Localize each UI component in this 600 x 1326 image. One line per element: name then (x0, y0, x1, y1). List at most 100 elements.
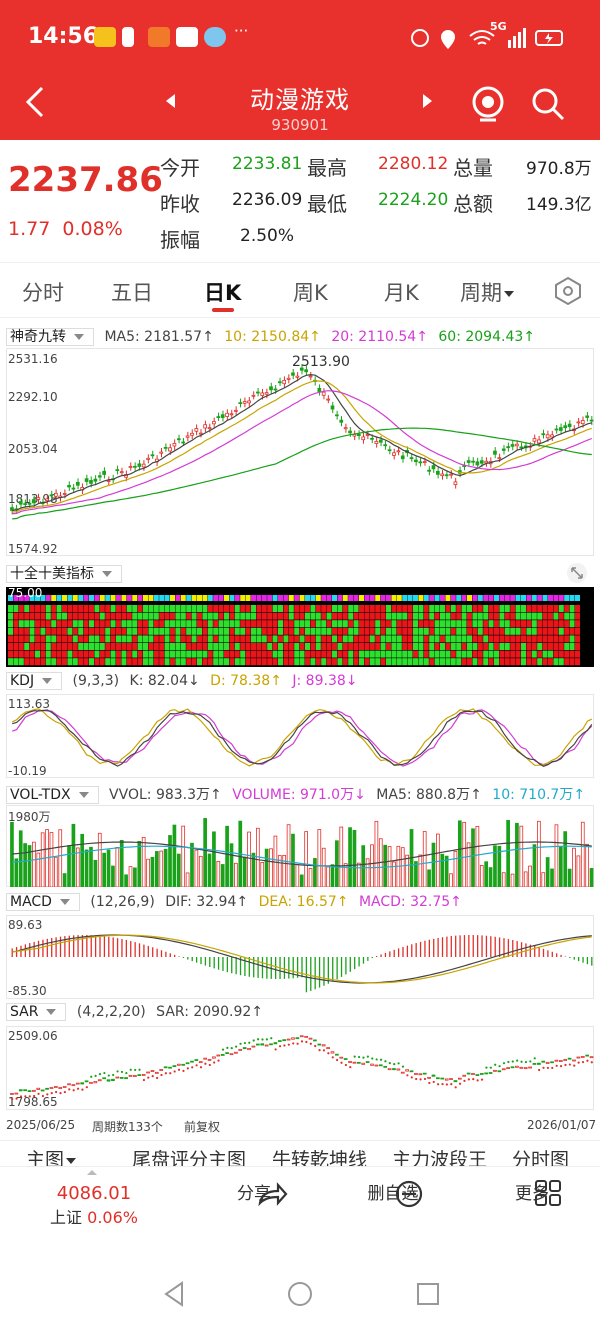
heatmap-cell (494, 612, 499, 620)
sar-candle (550, 1061, 554, 1064)
volume-bar (537, 820, 541, 887)
tab-intraday[interactable]: 分时 (22, 281, 64, 305)
sar-dot (485, 1066, 488, 1069)
vol-selector[interactable]: VOL-TDX (6, 786, 99, 804)
subtab-bull-line[interactable]: 牛转乾坤线 (272, 1149, 368, 1166)
tab-period[interactable]: 周期 (460, 277, 514, 307)
expand-up-icon[interactable] (84, 1167, 100, 1177)
sar-dot (511, 1060, 514, 1063)
sar-candle (576, 1056, 581, 1059)
heatmap-cell (391, 643, 397, 650)
sar-candle (194, 1059, 199, 1061)
heatmap-top-cell (45, 595, 51, 601)
heatmap-cell (305, 650, 310, 658)
system-home-icon[interactable] (286, 1280, 314, 1308)
heatmap-cell (110, 627, 116, 635)
tab-weekly-k[interactable]: 周K (293, 281, 328, 305)
heatmap-top-cell (288, 595, 294, 601)
remove-watchlist-button[interactable]: 删自选 (360, 1179, 426, 1208)
index-quote[interactable]: 4086.01 上证 0.06% (44, 1183, 144, 1228)
heatmap-cell (89, 627, 94, 635)
heatmap-top-cell (456, 595, 462, 601)
heatmap-cell (261, 605, 267, 612)
tab-five-day[interactable]: 五日 (111, 281, 153, 305)
adjust-mode[interactable]: 前复权 (184, 1120, 221, 1134)
heatmap-cell (429, 627, 435, 635)
heatmap-cell (348, 620, 354, 628)
heatmap-cell (569, 620, 575, 628)
more-button[interactable]: 更多 (500, 1179, 564, 1206)
share-button[interactable]: 分享 (222, 1179, 288, 1207)
tab-monthly-k[interactable]: 月K (384, 281, 419, 305)
volume-bar (299, 874, 304, 887)
ten-panel-legend: 十全十美指标 (6, 563, 128, 583)
kdj-selector[interactable]: KDJ (6, 672, 63, 690)
heatmap-cell (353, 658, 359, 666)
ten-indicator-selector[interactable]: 十全十美指标 (6, 565, 122, 583)
indicator-selector[interactable]: 神奇九转 (6, 328, 94, 346)
system-recents-icon[interactable] (414, 1280, 442, 1308)
kdj-panel[interactable] (6, 694, 594, 778)
volume-bar (479, 865, 484, 887)
heatmap-cell (24, 635, 30, 643)
next-stock-icon[interactable] (423, 94, 432, 108)
heatmap-cell (29, 620, 35, 628)
subtab-intraday[interactable]: 分时图 (512, 1149, 570, 1166)
settings-hexagon-icon[interactable] (552, 275, 584, 307)
subtab-main-wave[interactable]: 主力波段王 (392, 1149, 488, 1166)
heatmap-cell (13, 605, 19, 612)
heatmap-cell (207, 620, 213, 628)
heatmap-cell (288, 627, 294, 635)
prev-stock-icon[interactable] (166, 94, 175, 108)
heatmap-cell (364, 643, 370, 650)
heatmap-cell (499, 612, 505, 620)
heatmap-cell (429, 612, 435, 620)
back-arrow-icon[interactable] (20, 84, 56, 120)
weather-icon (204, 27, 226, 47)
subtab-main[interactable]: 主图 (26, 1145, 77, 1166)
heatmap-cell (326, 643, 332, 650)
heatmap-cell (229, 658, 235, 666)
heatmap-cell (256, 627, 262, 635)
sar-candle (567, 1057, 572, 1060)
heatmap-cell (575, 612, 580, 620)
heatmap-cell (89, 650, 94, 658)
candle-body (304, 369, 308, 373)
kline-panel[interactable] (6, 348, 594, 556)
tab-daily-k[interactable]: 日K (204, 281, 242, 305)
heatmap-cell (272, 620, 278, 628)
macd-panel[interactable] (6, 915, 594, 999)
volume-bar (220, 864, 225, 887)
heatmap-cell (116, 650, 121, 658)
assistant-icon[interactable] (470, 84, 506, 124)
heatmap-cell (72, 620, 78, 628)
heatmap-cell (191, 643, 197, 650)
heatmap-top-cell (191, 595, 197, 601)
sar-dot (366, 1055, 369, 1058)
sar-dot (568, 1063, 571, 1066)
sar-candle (27, 1090, 32, 1092)
period-count: 周期数133个 (92, 1120, 163, 1134)
sar-panel[interactable] (6, 1026, 594, 1110)
heatmap-cell (245, 650, 251, 658)
heatmap-cell (418, 643, 424, 650)
sar-candle (374, 1064, 379, 1067)
search-icon[interactable] (530, 86, 566, 122)
index-pct: 0.06% (87, 1208, 138, 1227)
heatmap-top-cell (40, 595, 46, 601)
heatmap-cell (440, 605, 445, 612)
sar-candle (493, 1069, 497, 1072)
volume-bar (163, 848, 168, 887)
expand-icon[interactable] (566, 562, 588, 584)
sar-candle (330, 1051, 335, 1054)
system-back-icon[interactable] (160, 1280, 188, 1308)
sar-dot (555, 1064, 558, 1067)
heatmap-cell (494, 620, 499, 628)
macd-selector[interactable]: MACD (6, 893, 80, 911)
sar-selector[interactable]: SAR (6, 1003, 67, 1021)
sar-candle (260, 1043, 265, 1046)
heatmap-cell (72, 643, 78, 650)
heatmap-cell (321, 612, 327, 620)
subtab-close-score[interactable]: 尾盘评分主图 (132, 1149, 247, 1166)
heatmap-cell (24, 643, 30, 650)
